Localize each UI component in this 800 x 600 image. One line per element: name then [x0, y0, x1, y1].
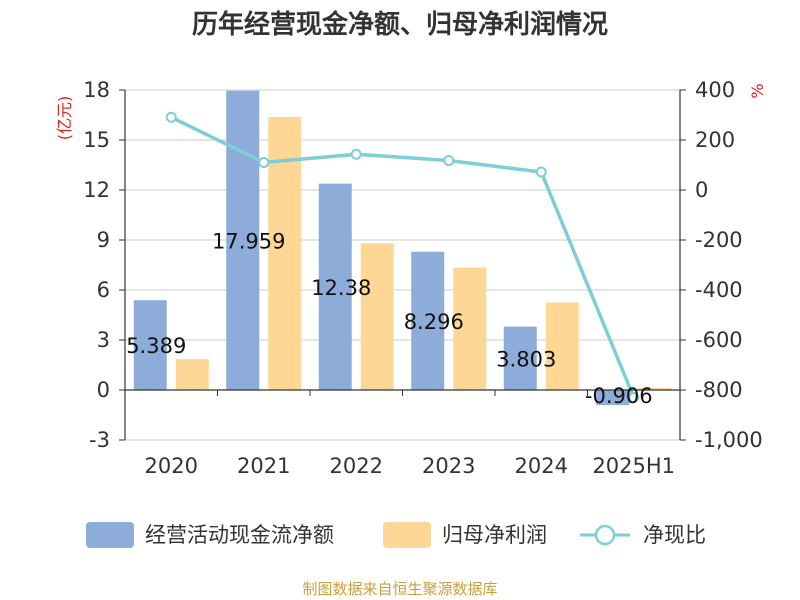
- bar-cashflow: [226, 90, 260, 390]
- legend-label-cashflow: 经营活动现金流净额: [145, 523, 334, 547]
- legend-swatch-profit: [383, 522, 431, 548]
- bars: [133, 90, 672, 406]
- bar-cashflow: [503, 326, 537, 390]
- right-tick-label: -600: [695, 328, 743, 352]
- legend-swatch-cashflow: [86, 522, 134, 548]
- legend-label-profit: 归母净利润: [442, 523, 547, 547]
- legend-marker-ratio: [594, 524, 616, 546]
- left-tick-label: -3: [89, 428, 110, 452]
- left-tick-label: 3: [97, 328, 110, 352]
- data-label-cashflow: 8.296: [404, 310, 464, 334]
- right-tick-label: -800: [695, 378, 743, 402]
- bar-cashflow: [133, 300, 167, 390]
- ratio-point: [535, 166, 547, 178]
- bar-profit: [638, 388, 672, 390]
- ratio-point: [628, 392, 640, 403]
- data-label-cashflow: -0.906: [585, 384, 653, 408]
- bar-cashflow: [318, 183, 352, 390]
- left-tick-label: 9: [97, 228, 110, 252]
- category-label: 2021: [237, 454, 290, 478]
- left-tick-label: 18: [83, 78, 110, 102]
- bar-profit: [545, 302, 579, 390]
- data-source: 制图数据来自恒生聚源数据库: [302, 580, 497, 598]
- data-label-cashflow: 5.389: [126, 334, 186, 358]
- category-label: 2025H1: [592, 454, 675, 478]
- left-axis-unit: (亿元): [55, 96, 74, 141]
- ratio-point: [443, 155, 455, 166]
- category-label: 2022: [330, 454, 383, 478]
- left-tick-label: 0: [97, 378, 110, 402]
- ratio-point: [350, 148, 362, 160]
- right-tick-label: 200: [695, 128, 735, 152]
- right-tick-label: 400: [695, 78, 735, 102]
- axes: -3 0 3 6 9 12 15 18 -1,000 -800 -600 -400 -200 0 200 40…: [83, 78, 762, 478]
- ratio-point: [165, 111, 177, 123]
- ratio-line-path: [170, 115, 636, 399]
- right-tick-label: -400: [695, 278, 743, 302]
- left-tick-label: 15: [83, 128, 110, 152]
- category-label: 2020: [145, 454, 198, 478]
- chart-title: 历年经营现金净额、归母净利润情况: [192, 9, 608, 40]
- data-label-cashflow: 12.38: [311, 276, 371, 300]
- bar-profit: [453, 267, 487, 390]
- legend: 经营活动现金流净额 归母净利润 净现比: [86, 522, 706, 548]
- ratio-point: [258, 157, 270, 168]
- ratio-line: [165, 111, 640, 403]
- bar-cashflow: [596, 390, 630, 406]
- right-axis-unit: %: [748, 83, 767, 98]
- bar-cashflow: [411, 251, 445, 390]
- right-tick-label: 0: [695, 178, 708, 202]
- data-label-cashflow: 3.803: [496, 347, 556, 371]
- category-label: 2023: [422, 454, 475, 478]
- left-tick-label: 12: [83, 178, 110, 202]
- data-label-cashflow: 17.959: [212, 229, 285, 253]
- legend-label-ratio: 净现比: [643, 523, 706, 547]
- bar-profit: [175, 359, 209, 390]
- right-tick-label: -1,000: [695, 428, 763, 452]
- left-tick-label: 6: [97, 278, 110, 302]
- bar-profit: [360, 243, 394, 390]
- category-label: 2024: [515, 454, 568, 478]
- right-tick-label: -200: [695, 228, 743, 252]
- data-labels: 5.389 17.959 12.38 8.296 3.803 -0.906: [126, 229, 652, 408]
